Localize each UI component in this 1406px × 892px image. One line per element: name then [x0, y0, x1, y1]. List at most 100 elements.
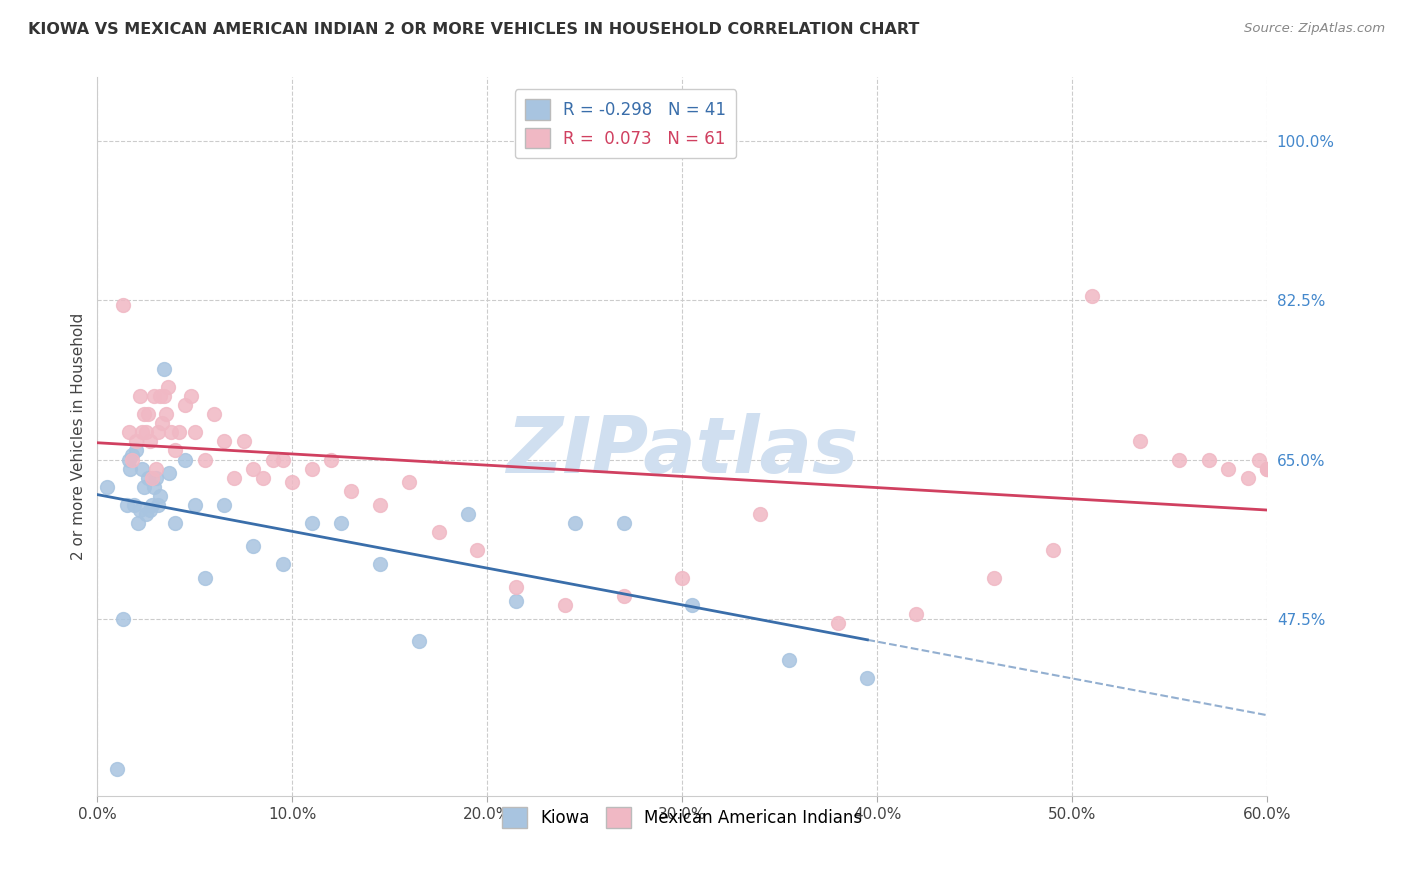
Point [1042, 543, 1064, 558]
Point [121, 452, 143, 467]
Point [141, 471, 163, 485]
Point [136, 471, 159, 485]
Point [281, 475, 304, 490]
Point [142, 389, 165, 403]
Point [271, 557, 294, 571]
Point [339, 484, 361, 499]
Point [681, 598, 703, 612]
Point [212, 498, 235, 512]
Point [134, 407, 156, 421]
Point [271, 452, 294, 467]
Point [120, 461, 142, 475]
Point [1256, 461, 1278, 475]
Point [121, 448, 143, 462]
Point [193, 571, 215, 585]
Point [564, 516, 586, 531]
Point [252, 471, 274, 485]
Point [301, 516, 323, 531]
Point [160, 425, 183, 440]
Point [145, 461, 167, 475]
Y-axis label: 2 or more Vehicles in Household: 2 or more Vehicles in Household [72, 313, 86, 560]
Point [1080, 289, 1102, 303]
Point [136, 407, 159, 421]
Point [1256, 461, 1278, 475]
Point [1129, 434, 1152, 449]
Point [856, 671, 879, 685]
Point [983, 571, 1005, 585]
Point [905, 607, 928, 622]
Point [150, 416, 173, 430]
Point [301, 461, 323, 475]
Point [613, 589, 636, 603]
Point [427, 525, 450, 540]
Point [1198, 452, 1220, 467]
Point [125, 443, 148, 458]
Point [505, 593, 527, 607]
Point [125, 434, 148, 449]
Point [408, 634, 430, 648]
Point [554, 598, 576, 612]
Point [146, 498, 169, 512]
Point [117, 452, 139, 467]
Point [330, 516, 353, 531]
Point [180, 389, 202, 403]
Point [212, 434, 235, 449]
Point [778, 653, 800, 667]
Point [135, 425, 157, 440]
Point [193, 452, 215, 467]
Point [149, 489, 172, 503]
Text: Source: ZipAtlas.com: Source: ZipAtlas.com [1244, 22, 1385, 36]
Point [124, 498, 146, 512]
Point [457, 507, 479, 521]
Point [505, 580, 527, 594]
Point [398, 475, 420, 490]
Point [117, 425, 139, 440]
Point [174, 398, 197, 412]
Point [184, 498, 207, 512]
Point [1249, 452, 1271, 467]
Point [827, 616, 849, 631]
Point [167, 425, 190, 440]
Point [127, 516, 149, 531]
Point [152, 389, 174, 403]
Point [165, 516, 187, 531]
Point [368, 498, 391, 512]
Point [1168, 452, 1191, 467]
Point [1236, 471, 1258, 485]
Point [142, 480, 165, 494]
Point [145, 471, 167, 485]
Text: KIOWA VS MEXICAN AMERICAN INDIAN 2 OR MORE VEHICLES IN HOUSEHOLD CORRELATION CHA: KIOWA VS MEXICAN AMERICAN INDIAN 2 OR MO… [28, 22, 920, 37]
Point [749, 507, 772, 521]
Point [115, 498, 138, 512]
Point [1256, 461, 1278, 475]
Point [141, 498, 163, 512]
Point [131, 425, 153, 440]
Point [242, 539, 264, 553]
Legend: Kiowa, Mexican American Indians: Kiowa, Mexican American Indians [495, 801, 869, 835]
Point [105, 762, 128, 776]
Point [139, 434, 162, 449]
Point [111, 612, 134, 626]
Point [155, 407, 177, 421]
Point [156, 380, 179, 394]
Point [184, 425, 207, 440]
Point [135, 507, 157, 521]
Point [232, 434, 254, 449]
Point [134, 480, 156, 494]
Point [129, 502, 152, 516]
Point [202, 407, 225, 421]
Point [96, 480, 118, 494]
Point [165, 443, 187, 458]
Point [146, 425, 169, 440]
Point [111, 298, 134, 312]
Point [671, 571, 693, 585]
Point [321, 452, 343, 467]
Point [174, 452, 197, 467]
Point [149, 389, 172, 403]
Point [159, 466, 181, 480]
Point [222, 471, 245, 485]
Point [129, 389, 152, 403]
Point [131, 461, 153, 475]
Point [368, 557, 391, 571]
Point [152, 361, 174, 376]
